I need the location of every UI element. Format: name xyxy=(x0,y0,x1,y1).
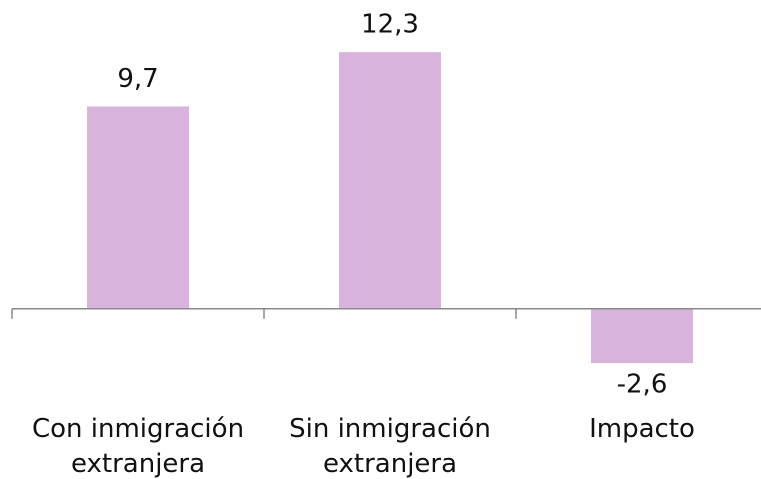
bar xyxy=(339,52,441,309)
x-tick-label: Sin inmigración extranjera xyxy=(289,414,491,479)
bar xyxy=(87,106,189,309)
value-label: -2,6 xyxy=(617,370,668,400)
value-label: 9,7 xyxy=(117,64,158,94)
value-label: 12,3 xyxy=(361,10,419,40)
bar xyxy=(591,308,693,364)
x-tick-label: Con inmigración extranjera xyxy=(31,414,245,479)
x-tick-label: Impacto xyxy=(589,414,695,444)
